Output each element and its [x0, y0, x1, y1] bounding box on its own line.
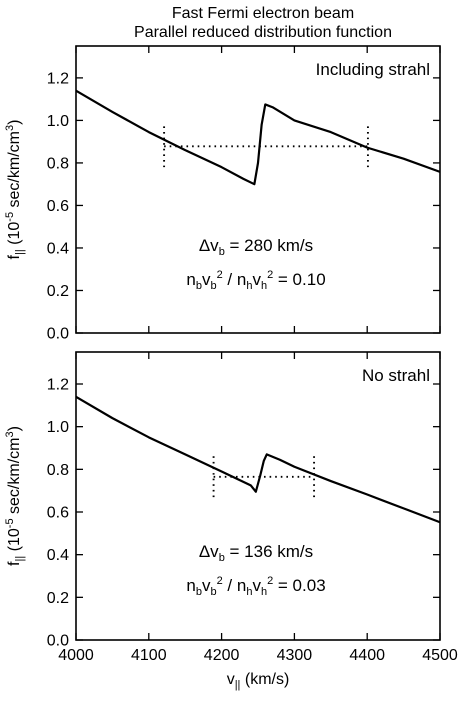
y-tick-label: 1.0 [47, 113, 69, 130]
x-tick-label: 4000 [58, 647, 94, 664]
x-tick-label: 4500 [422, 647, 458, 664]
y-tick-label: 0.8 [47, 462, 69, 479]
y-axis-label: f|| (10-5 sec/km/cm3) [4, 426, 26, 566]
annotation-delta-vb: Δvb = 280 km/s [199, 236, 313, 258]
distribution-curve [75, 89, 441, 186]
y-tick-label: 0.0 [47, 326, 69, 343]
plot-frame [75, 45, 441, 334]
annotation-delta-vb: Δvb = 136 km/s [199, 542, 313, 564]
panel-1: 0.0 0.2 0.4 0.6 0.8 1.0 1.2 Including strahl Δvb… [4, 45, 441, 343]
x-axis-label: v|| (km/s) [227, 671, 290, 691]
annotation-density-ratio: nbvb2 / nhvh2 = 0.10 [186, 269, 325, 292]
panel-label: Including strahl [316, 60, 430, 79]
title-line-2: Parallel reduced distribution function [134, 24, 392, 41]
y-tick-label: 0.2 [47, 283, 69, 300]
y-tick-label: 1.2 [47, 70, 69, 87]
distribution-curve [75, 395, 441, 524]
y-tick-label: 0.0 [47, 633, 69, 650]
y-axis-label: f|| (10-5 sec/km/cm3) [4, 120, 26, 260]
panel-2: 0.0 0.2 0.4 0.6 0.8 1.0 1.2 4000 4100 4200 4300 440… [4, 351, 458, 691]
y-tick-label: 1.2 [47, 377, 69, 394]
x-tick-label: 4300 [277, 647, 313, 664]
y-tick-label: 0.8 [47, 155, 69, 172]
x-tick-label: 4400 [349, 647, 385, 664]
x-tick-label: 4100 [131, 647, 167, 664]
title-line-1: Fast Fermi electron beam [172, 5, 354, 22]
plot-frame [75, 351, 441, 641]
y-tick-label: 0.4 [47, 547, 69, 564]
panel-label: No strahl [362, 366, 430, 385]
y-tick-label: 1.0 [47, 419, 69, 436]
annotation-density-ratio: nbvb2 / nhvh2 = 0.03 [186, 575, 325, 598]
y-tick-label: 0.6 [47, 505, 69, 522]
x-tick-label: 4200 [204, 647, 240, 664]
y-tick-label: 0.4 [47, 240, 69, 257]
y-tick-label: 0.6 [47, 198, 69, 215]
panels: 0.0 0.2 0.4 0.6 0.8 1.0 1.2 Including strahl Δvb… [4, 45, 458, 691]
y-tick-label: 0.2 [47, 590, 69, 607]
